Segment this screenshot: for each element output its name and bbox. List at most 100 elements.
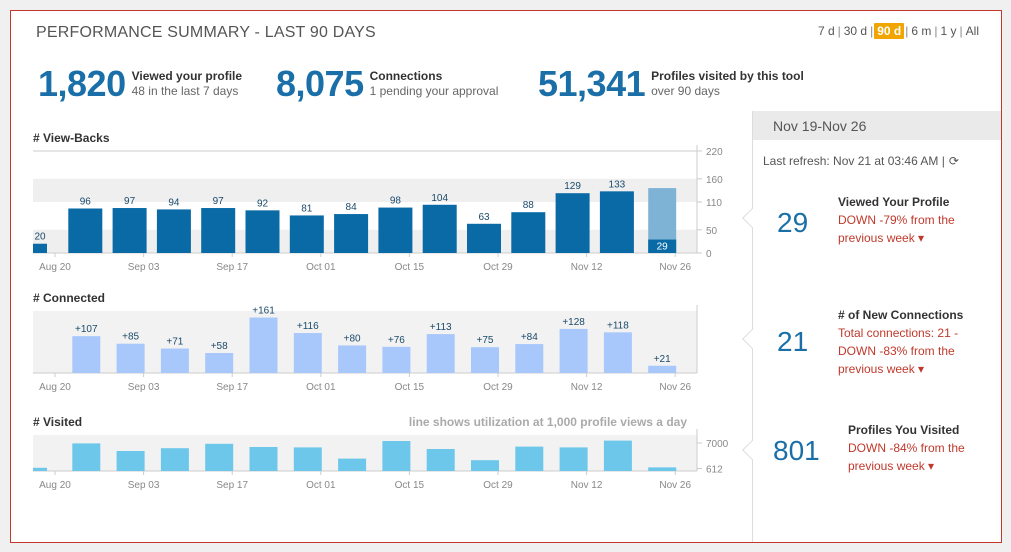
bar: [160, 448, 189, 471]
range-separator: |: [905, 24, 909, 38]
kpi-visited: 51,341 Profiles visited by this tool over…: [538, 63, 804, 105]
x-tick-label: Nov 26: [659, 480, 691, 491]
bar: [156, 209, 191, 253]
stat-change[interactable]: previous week ▾: [838, 231, 925, 245]
stat-change[interactable]: DOWN -83% from the: [838, 344, 955, 358]
range-separator: |: [870, 24, 874, 38]
data-label: +116: [297, 321, 319, 332]
kpi-viewed: 1,820 Viewed your profile 48 in the last …: [38, 63, 242, 105]
kpi-label: Connections: [369, 69, 443, 83]
y-tick-label: 612: [706, 465, 723, 476]
bar: [515, 344, 544, 373]
bar: [599, 191, 634, 253]
data-label: 88: [523, 200, 535, 211]
bar: [201, 208, 236, 253]
range-separator: |: [837, 24, 841, 38]
kpi-label: Profiles visited by this tool: [651, 69, 804, 83]
bar: [116, 451, 145, 471]
data-label: 84: [346, 202, 358, 213]
bar: [378, 207, 413, 253]
data-label: +161: [252, 306, 275, 317]
stat-value: 29: [777, 207, 809, 238]
chart-title: # View-Backs: [33, 131, 110, 145]
data-label: +128: [562, 317, 585, 328]
bar: [648, 467, 677, 471]
x-tick-label: Sep 17: [216, 480, 248, 491]
stat-change[interactable]: previous week ▾: [838, 362, 925, 376]
bar: [334, 214, 369, 253]
stat-title: Viewed Your Profile: [838, 195, 950, 209]
x-tick-label: Aug 20: [39, 382, 71, 393]
bar: [205, 443, 234, 471]
last-refresh-text: Last refresh: Nov 21 at 03:46 AM |: [763, 154, 945, 168]
stat-info: Viewed Your Profile DOWN -79% from the pre…: [838, 193, 955, 247]
page-title: PERFORMANCE SUMMARY - LAST 90 DAYS: [36, 24, 376, 41]
bar: [116, 343, 145, 373]
data-label: +80: [344, 333, 361, 344]
week-range: Nov 19-Nov 26: [753, 111, 1001, 140]
x-tick-label: Oct 01: [306, 262, 336, 273]
data-label: +84: [521, 332, 538, 343]
data-label: +118: [607, 320, 629, 331]
y-tick-label: 160: [706, 175, 723, 186]
x-tick-label: Oct 29: [483, 382, 513, 393]
bar: [603, 440, 632, 471]
x-tick-label: Sep 03: [128, 382, 160, 393]
grid-band: [33, 151, 697, 179]
x-tick-label: Sep 17: [216, 262, 248, 273]
y-tick-label: 110: [706, 198, 722, 209]
range-option[interactable]: 6 m: [911, 24, 932, 38]
kpi-label: Viewed your profile: [131, 69, 243, 83]
range-option[interactable]: 30 d: [843, 24, 868, 38]
range-option[interactable]: 90 d: [874, 23, 905, 39]
stat-change[interactable]: DOWN -84% from the: [848, 441, 965, 455]
kpi-sub: 1 pending your approval: [369, 84, 499, 98]
bar: [471, 460, 499, 471]
bar: [249, 317, 278, 373]
bar: [205, 353, 234, 373]
x-tick-label: Oct 15: [395, 262, 425, 273]
refresh-row: Last refresh: Nov 21 at 03:46 AM | ⟳: [753, 140, 1001, 168]
stat-change[interactable]: Total connections: 21 -: [838, 326, 959, 340]
grid-band: [33, 178, 697, 202]
range-separator: |: [959, 24, 963, 38]
data-label: +21: [654, 354, 671, 365]
kpi-sub: 48 in the last 7 days: [131, 84, 239, 98]
stat-change[interactable]: DOWN -79% from the: [838, 213, 955, 227]
stat-change[interactable]: previous week ▾: [848, 459, 935, 473]
bar: [245, 210, 280, 253]
data-label: +75: [477, 335, 494, 346]
stat-info: # of New Connections Total connections: 2…: [838, 306, 963, 378]
x-tick-label: Oct 15: [395, 382, 425, 393]
bar: [72, 443, 101, 471]
data-label: +58: [211, 341, 228, 352]
bar: [426, 334, 455, 373]
data-label: 81: [301, 203, 313, 214]
x-tick-label: Nov 12: [571, 480, 603, 491]
data-label: 63: [478, 212, 490, 223]
x-tick-label: Sep 03: [128, 480, 160, 491]
bar: [511, 212, 546, 253]
data-label: 129: [564, 181, 581, 192]
bar: [112, 208, 147, 253]
data-label: 104: [431, 193, 448, 204]
chart-title: # Visited: [33, 415, 82, 429]
kpi-value: 8,075: [276, 63, 364, 104]
x-tick-label: Nov 12: [571, 382, 603, 393]
kpi-value: 51,341: [538, 63, 646, 104]
x-tick-label: Oct 29: [483, 262, 513, 273]
weekly-sidebar: Nov 19-Nov 26 Last refresh: Nov 21 at 03…: [742, 111, 1001, 542]
bar: [160, 348, 189, 373]
bar: [555, 193, 590, 253]
range-option[interactable]: 1 y: [940, 24, 957, 38]
refresh-icon[interactable]: ⟳: [948, 154, 959, 168]
data-label: +76: [388, 335, 405, 346]
range-option[interactable]: All: [965, 24, 979, 38]
bar: [338, 345, 367, 373]
data-label: 97: [124, 196, 136, 207]
data-label: 29: [657, 242, 669, 253]
performance-panel: PERFORMANCE SUMMARY - LAST 90 DAYS 7 d | 3…: [10, 10, 1002, 543]
x-tick-label: Oct 15: [395, 480, 425, 491]
range-selector: 7 d | 30 d | 90 d | 6 m | 1 y | All: [816, 23, 981, 39]
range-option[interactable]: 7 d: [817, 24, 835, 38]
